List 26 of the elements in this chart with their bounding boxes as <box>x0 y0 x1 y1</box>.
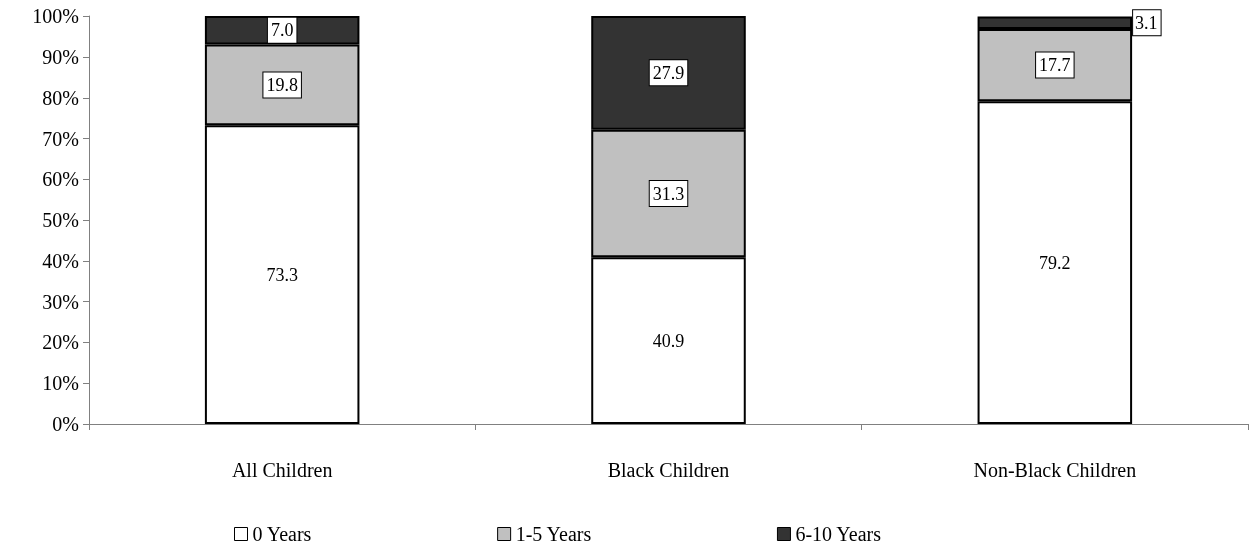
data-label: 79.2 <box>1039 252 1071 273</box>
y-tick-label: 60% <box>42 168 79 191</box>
data-label: 3.1 <box>1135 12 1158 33</box>
data-label: 19.8 <box>266 74 298 95</box>
data-label: 31.3 <box>652 183 685 204</box>
y-tick-label: 40% <box>42 249 79 272</box>
x-tick-label: All Children <box>231 459 333 481</box>
data-label: 17.7 <box>1039 55 1071 76</box>
y-tick-label: 20% <box>42 331 79 354</box>
y-tick-label: 50% <box>42 209 79 232</box>
y-tick-label: 80% <box>42 86 79 109</box>
x-tick-label: Black Children <box>607 459 730 481</box>
legend-label: 0 Years <box>252 523 312 545</box>
data-label: 7.0 <box>270 20 294 41</box>
data-label: 40.9 <box>652 330 685 351</box>
data-label: 73.3 <box>266 264 298 285</box>
y-tick-label: 10% <box>42 372 79 395</box>
data-label: 27.9 <box>652 62 685 83</box>
legend-label: 1-5 Years <box>515 523 592 545</box>
y-tick-label: 0% <box>52 413 79 435</box>
y-tick-label: 30% <box>42 290 79 313</box>
y-tick-label: 90% <box>42 46 79 69</box>
y-tick-label: 70% <box>42 127 79 150</box>
y-tick-label: 100% <box>32 5 79 28</box>
x-tick-label: Non-Black Children <box>973 459 1137 481</box>
legend-label: 6-10 Years <box>795 523 882 545</box>
